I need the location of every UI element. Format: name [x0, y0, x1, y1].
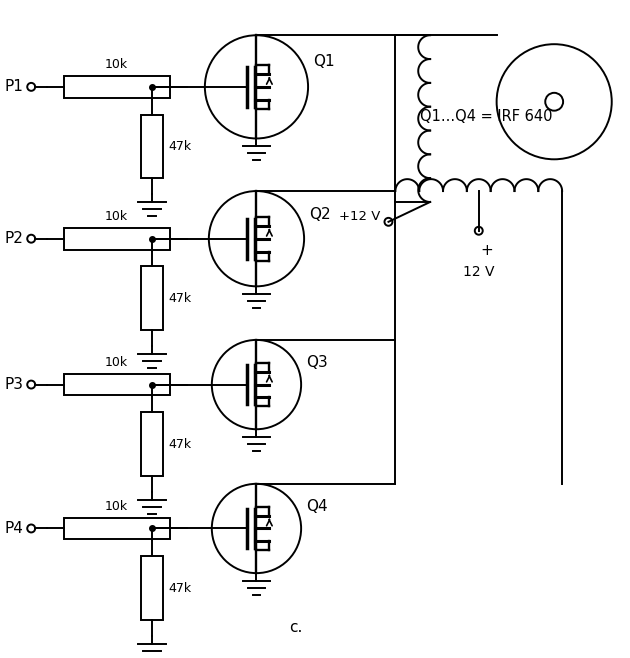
Circle shape [545, 93, 563, 111]
Text: 47k: 47k [168, 140, 192, 153]
Circle shape [27, 524, 35, 532]
Text: P1: P1 [4, 80, 23, 94]
Text: P3: P3 [4, 377, 23, 392]
Bar [64, 518, 170, 540]
Text: +12 V: +12 V [339, 211, 381, 223]
Circle shape [27, 380, 35, 388]
Text: 47k: 47k [168, 438, 192, 451]
Bar [141, 413, 163, 476]
Text: 10k: 10k [105, 356, 128, 368]
Text: P4: P4 [4, 521, 23, 536]
Text: Q1: Q1 [313, 53, 335, 68]
Text: +: + [480, 243, 493, 258]
Text: 47k: 47k [168, 291, 192, 305]
Bar [141, 114, 163, 178]
Circle shape [384, 218, 392, 226]
Circle shape [27, 83, 35, 91]
Text: 10k: 10k [105, 58, 128, 71]
Bar [141, 556, 163, 620]
Text: 12 V: 12 V [463, 265, 495, 280]
Bar [64, 228, 170, 249]
Circle shape [27, 235, 35, 243]
Text: Q4: Q4 [306, 499, 328, 514]
Text: Q3: Q3 [306, 355, 328, 370]
Bar [64, 76, 170, 98]
Text: 10k: 10k [105, 499, 128, 513]
Text: 47k: 47k [168, 582, 192, 595]
Text: P2: P2 [4, 231, 23, 246]
Bar [141, 266, 163, 330]
Text: Q1...Q4 = IRF 640: Q1...Q4 = IRF 640 [420, 109, 553, 124]
Circle shape [475, 227, 483, 235]
Text: c.: c. [289, 620, 303, 635]
Text: Q2: Q2 [309, 207, 331, 222]
Text: 10k: 10k [105, 210, 128, 223]
Bar [64, 374, 170, 395]
